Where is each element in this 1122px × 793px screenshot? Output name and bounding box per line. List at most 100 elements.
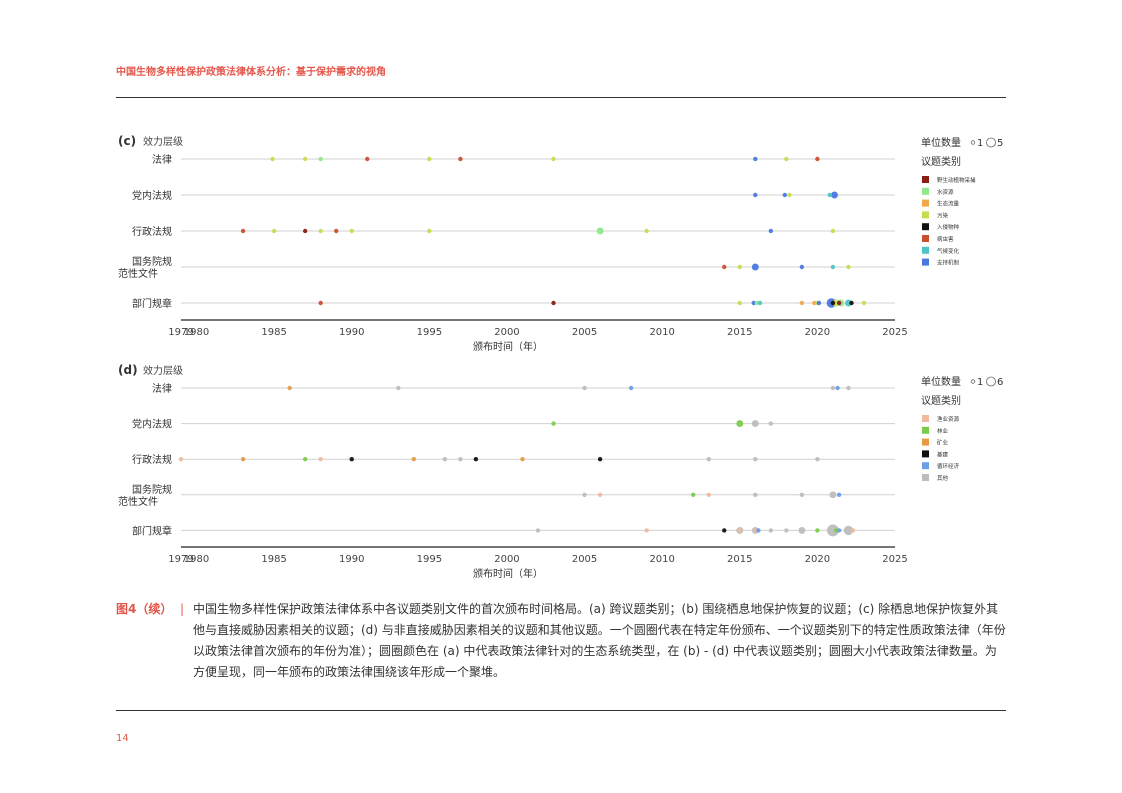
data-point: [706, 457, 711, 462]
x-tick-label: 2005: [572, 554, 597, 565]
size-legend-title: 单位数量: [921, 375, 961, 388]
data-point: [768, 228, 774, 234]
data-point: [835, 385, 840, 391]
data-point: [287, 385, 292, 391]
data-point: [240, 228, 246, 234]
legend-swatch: [922, 211, 929, 219]
legend-item-label: 其他: [937, 474, 949, 482]
data-point: [829, 491, 837, 499]
legend-swatch: [922, 426, 929, 434]
data-point: [691, 492, 696, 497]
data-point: [582, 492, 587, 497]
legend-swatch: [922, 176, 929, 183]
legend-item-label: 气候变化: [937, 247, 960, 255]
row-label: 党内法规: [132, 418, 172, 431]
data-point: [850, 528, 856, 533]
legend-item-label: 野生动植物采捕: [937, 176, 976, 184]
header-rule: [116, 97, 1006, 98]
size-legend-title: 单位数量: [921, 136, 961, 149]
size-legend-large-label: 6: [997, 377, 1003, 388]
data-point: [830, 264, 836, 270]
caption-separator: |: [180, 602, 185, 616]
data-point: [757, 300, 763, 306]
x-tick-label: 2005: [572, 327, 597, 338]
x-axis-title: 颁布时间（年）: [473, 567, 543, 580]
data-point: [830, 385, 836, 391]
color-legend-title: 议题类别: [921, 394, 961, 407]
data-point: [844, 299, 852, 307]
data-point: [240, 457, 246, 462]
size-legend-large-label: 5: [997, 138, 1003, 149]
legend-swatch: [922, 474, 929, 481]
data-point: [861, 300, 867, 306]
data-point: [473, 457, 479, 462]
data-point: [826, 524, 839, 537]
data-point: [843, 525, 854, 536]
data-point: [753, 528, 758, 533]
x-tick-label: 1990: [339, 554, 364, 565]
data-point: [597, 492, 603, 497]
size-legend-small-circle: [970, 379, 976, 384]
row-label: 国务院规: [132, 483, 172, 496]
data-point: [768, 421, 774, 426]
data-point: [551, 156, 556, 162]
data-point: [753, 492, 758, 497]
data-point: [644, 228, 649, 234]
data-point: [302, 228, 308, 234]
size-legend-small-label: 1: [977, 377, 983, 388]
legend-item-label: 矿业: [937, 439, 949, 447]
legend-item-label: 水资源: [937, 188, 954, 196]
legend-swatch: [922, 450, 929, 458]
data-point: [520, 457, 525, 462]
data-point: [334, 228, 339, 234]
data-point: [737, 528, 742, 533]
row-label: 党内法规: [132, 189, 172, 202]
legend-item-label: 基建: [937, 450, 949, 458]
data-point: [458, 457, 463, 462]
legend-swatch: [922, 246, 929, 254]
figure-caption: 图4（续） | 中国生物多样性保护政策法律体系中各议题类别文件的首次颁布时间格局…: [116, 599, 1006, 683]
legend-swatch: [922, 187, 929, 195]
x-tick-label: 2015: [727, 554, 752, 565]
legend-item-label: 入侵物种: [937, 223, 960, 231]
color-legend-title: 议题类别: [921, 155, 961, 168]
data-point: [836, 300, 842, 306]
data-point: [784, 528, 789, 533]
data-point: [799, 264, 805, 270]
data-point: [349, 228, 354, 234]
x-tick-label: 2025: [882, 554, 907, 565]
x-tick-label: 1979: [168, 554, 193, 565]
data-point: [782, 192, 787, 198]
data-point: [722, 264, 727, 270]
data-point: [427, 156, 432, 162]
row-label: 国务院规: [132, 255, 172, 268]
data-point: [411, 457, 417, 462]
data-point: [836, 492, 842, 497]
x-tick-label: 1990: [339, 327, 364, 338]
legend-swatch: [922, 438, 929, 446]
data-point: [815, 457, 820, 462]
legend-swatch: [922, 199, 929, 207]
footer-rule: [116, 710, 1006, 711]
legend-item-label: 病虫害: [937, 235, 954, 243]
data-point: [736, 420, 744, 428]
data-point: [753, 457, 758, 462]
data-point: [751, 263, 759, 271]
data-point: [768, 528, 774, 533]
row-label: 部门规章: [132, 297, 172, 310]
x-axis-title: 颁布时间（年）: [473, 340, 543, 353]
data-point: [535, 528, 541, 533]
data-point: [582, 385, 587, 391]
row-label: 范性文件: [118, 267, 158, 280]
row-label: 范性文件: [118, 495, 158, 508]
data-point: [271, 228, 277, 234]
panel-label: (c): [118, 134, 136, 148]
panel-label: (d): [118, 363, 138, 377]
data-point: [706, 492, 711, 497]
data-point: [427, 228, 432, 234]
data-point: [442, 457, 448, 462]
legend-item-label: 生态流量: [937, 200, 960, 208]
x-tick-label: 1985: [261, 554, 286, 565]
